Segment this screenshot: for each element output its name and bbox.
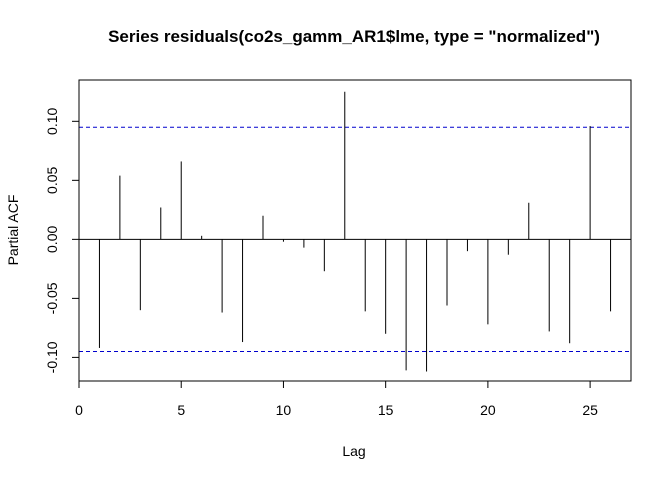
y-axis-label: Partial ACF bbox=[5, 195, 21, 266]
x-axis-label: Lag bbox=[342, 443, 365, 459]
y-tick-label: -0.10 bbox=[44, 341, 60, 373]
plot-area bbox=[79, 91, 631, 372]
y-axis: -0.10 -0.05 0.00 0.05 0.10 bbox=[44, 107, 80, 373]
x-tick-label: 15 bbox=[378, 402, 394, 418]
x-tick-label: 0 bbox=[75, 402, 83, 418]
plot-frame bbox=[78, 79, 632, 382]
y-tick-label: -0.05 bbox=[44, 282, 60, 314]
x-tick-label: 10 bbox=[276, 402, 292, 418]
y-tick-label: 0.05 bbox=[44, 166, 60, 193]
chart-title: Series residuals(co2s_gamm_AR1$lme, type… bbox=[108, 27, 600, 46]
y-tick-label: 0.10 bbox=[44, 107, 60, 134]
x-tick-label: 20 bbox=[480, 402, 496, 418]
x-tick-label: 5 bbox=[177, 402, 185, 418]
y-tick-label: 0.00 bbox=[44, 226, 60, 253]
x-tick-label: 25 bbox=[582, 402, 598, 418]
x-axis: 0 5 10 15 20 25 bbox=[75, 380, 598, 418]
